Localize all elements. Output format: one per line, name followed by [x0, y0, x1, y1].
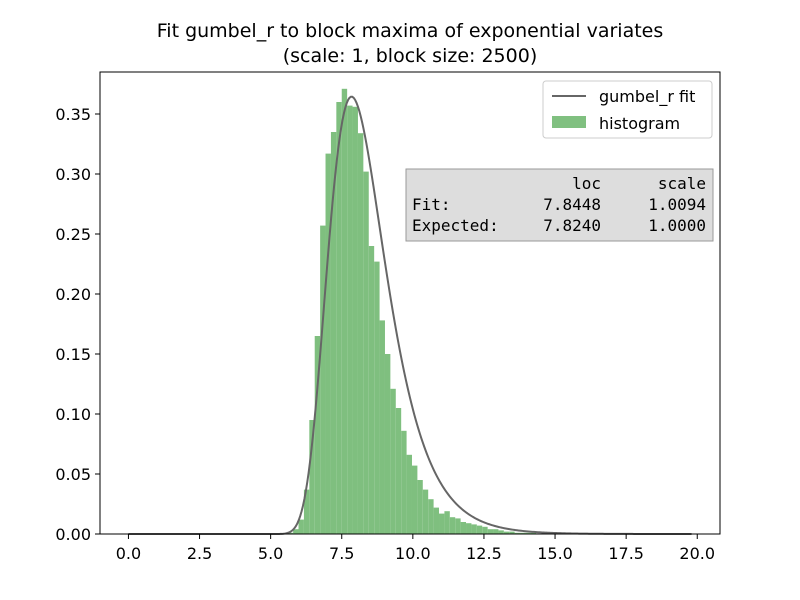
histogram-bar [493, 529, 499, 534]
y-tick-label: 0.35 [55, 105, 91, 124]
histogram-bar [406, 454, 412, 534]
histogram-bar [352, 106, 358, 535]
y-tick-label: 0.30 [55, 165, 91, 184]
histogram-bar [428, 499, 434, 534]
legend-label-fit: gumbel_r fit [599, 87, 695, 107]
histogram-bar [460, 522, 467, 534]
x-tick-label: 15.0 [537, 544, 573, 563]
histogram-bar [482, 526, 488, 534]
fit-table-row-label-expected: Expected: [412, 216, 499, 235]
histogram-bar [395, 408, 402, 534]
chart-title-line-2: (scale: 1, block size: 2500) [283, 45, 537, 67]
histogram-bars [287, 88, 537, 535]
histogram-bar [509, 531, 515, 534]
histogram-bar [298, 519, 304, 534]
histogram-bar [433, 507, 440, 534]
histogram-bar [466, 523, 472, 534]
histogram-bar [487, 529, 494, 534]
fit-table-fit-loc: 7.8448 [543, 195, 601, 214]
histogram-bar [341, 88, 348, 535]
histogram-bar [525, 532, 531, 534]
histogram-bar [368, 246, 375, 534]
histogram-bar [336, 102, 342, 534]
fit-table-header-scale: scale [658, 174, 706, 193]
y-tick-label: 0.10 [55, 405, 91, 424]
fit-table-expected-scale: 1.0000 [648, 216, 706, 235]
histogram-bar [287, 532, 294, 534]
histogram-bar [411, 465, 418, 534]
histogram-bar [320, 225, 326, 534]
histogram-bar [401, 430, 407, 534]
x-tick-label: 2.5 [187, 544, 212, 563]
histogram-bar [422, 489, 429, 534]
y-tick-label: 0.05 [55, 465, 91, 484]
fit-table-expected-loc: 7.8240 [543, 216, 601, 235]
y-tick-label: 0.25 [55, 225, 91, 244]
histogram-bar [390, 388, 396, 534]
histogram-bar [514, 532, 521, 534]
fit-table-fit-scale: 1.0094 [648, 195, 706, 214]
histogram-bar [498, 530, 504, 534]
fit-table-header-loc: loc [572, 174, 601, 193]
x-tick-label: 17.5 [608, 544, 644, 563]
histogram-bar [530, 532, 537, 534]
histogram-bar [417, 480, 423, 534]
histogram-bar [379, 320, 385, 534]
histogram-bar [449, 517, 456, 534]
histogram-bar [384, 354, 391, 534]
fit-table-row-label-fit: Fit: [412, 195, 451, 214]
histogram-bar [309, 420, 315, 534]
histogram-bar [293, 529, 299, 534]
histogram-bar [357, 133, 364, 534]
x-tick-label: 10.0 [395, 544, 431, 563]
y-tick-label: 0.00 [55, 525, 91, 544]
y-axis: 0.00 0.05 0.10 0.15 0.20 0.25 0.30 0.35 [55, 105, 100, 544]
histogram-bar [314, 336, 321, 534]
y-tick-label: 0.20 [55, 285, 91, 304]
legend: gumbel_r fit histogram [542, 80, 713, 139]
histogram-bar [347, 105, 353, 534]
plot-area-frame [99, 71, 721, 535]
x-axis: 0.0 2.5 5.0 7.5 10.0 12.5 15.0 17.5 20.0 [116, 534, 715, 563]
histogram-bar [476, 525, 483, 534]
x-tick-label: 0.0 [116, 544, 141, 563]
x-tick-label: 12.5 [466, 544, 502, 563]
histogram-bar [439, 513, 445, 534]
histogram-bar [471, 524, 477, 534]
histogram-bar [325, 153, 331, 534]
fit-table: loc scale Fit: 7.8448 1.0094 Expected: 7… [405, 168, 714, 242]
legend-patch-swatch [552, 116, 586, 128]
y-tick-label: 0.15 [55, 345, 91, 364]
histogram-bar [363, 171, 369, 534]
histogram-bar [444, 511, 450, 534]
histogram-bar [455, 518, 461, 534]
histogram-bar [303, 489, 310, 534]
x-tick-label: 20.0 [679, 544, 715, 563]
histogram-bar [330, 132, 337, 534]
legend-label-histogram: histogram [599, 114, 680, 133]
x-tick-label: 5.0 [258, 544, 283, 563]
histogram-bar [503, 531, 510, 534]
histogram-bar [520, 532, 526, 534]
chart-title-line-1: Fit gumbel_r to block maxima of exponent… [157, 20, 664, 42]
x-tick-label: 7.5 [329, 544, 354, 563]
fit-table-box [405, 168, 714, 242]
histogram-bar [374, 261, 380, 534]
